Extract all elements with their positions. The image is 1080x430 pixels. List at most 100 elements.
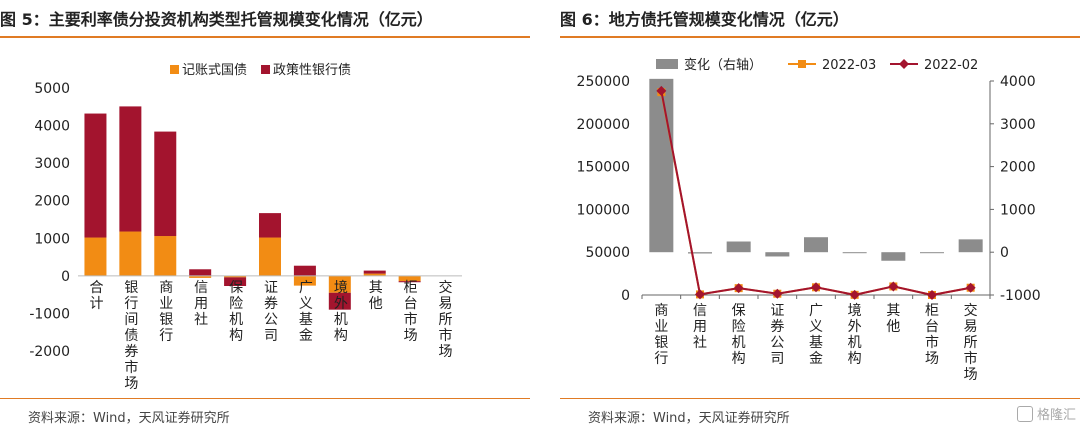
x-tick-label: 台 — [404, 296, 418, 312]
x-tick-label: 信 — [693, 303, 707, 319]
y-tick-label: 0 — [61, 269, 70, 285]
bar-segment — [224, 275, 247, 278]
data-point — [927, 289, 937, 300]
footer-divider — [560, 398, 1080, 399]
title-divider — [560, 36, 1080, 38]
x-tick-label: 市 — [925, 334, 939, 351]
legend-label: 2022-02 — [924, 58, 978, 73]
x-tick-label: 所 — [964, 335, 978, 351]
x-tick-label: 行 — [159, 328, 173, 344]
x-tick-label: 基 — [299, 311, 313, 328]
x-tick-label: 构 — [334, 328, 348, 344]
bar-segment — [293, 275, 316, 286]
y-tick-label: 3000 — [34, 156, 70, 172]
y-tick-label: 150000 — [577, 160, 630, 176]
y2-tick-label: 2000 — [1000, 160, 1036, 176]
x-tick-label: 构 — [732, 351, 746, 367]
x-tick-label: 券 — [770, 319, 784, 335]
x-tick-label: 保 — [229, 280, 243, 296]
x-tick-label: 金 — [299, 328, 313, 344]
x-tick-label: 信 — [194, 280, 208, 296]
x-tick-label: 外 — [334, 296, 348, 312]
x-tick-label: 所 — [439, 312, 453, 328]
y-tick-label: 5000 — [34, 81, 70, 97]
legend-label: 变化（右轴） — [684, 57, 762, 73]
x-tick-label: 业 — [159, 296, 173, 312]
x-tick-label: 间 — [124, 312, 138, 328]
x-tick-label: 机 — [229, 312, 243, 328]
combo-bar-line-chart: 变化（右轴） 2022-03 2022-02 0 50000 100000 150000 20… — [577, 57, 1041, 383]
bar — [688, 252, 712, 254]
x-tick-label: 银 — [159, 312, 173, 328]
y2-tick-label: 0 — [1000, 245, 1009, 261]
y-tick-label: 2000 — [34, 194, 70, 210]
x-tick-label: 险 — [732, 319, 746, 335]
x-tick-label: 易 — [439, 296, 453, 312]
x-tick-label: 其 — [886, 303, 900, 319]
x-tick-label: 义 — [809, 319, 823, 335]
bar-segment — [398, 281, 421, 283]
chart-title: 图 6：地方债托管规模变化情况（亿元） — [560, 10, 849, 29]
x-tick-label: 广 — [809, 303, 823, 319]
bar-segment — [119, 106, 142, 232]
x-tick-label: 保 — [732, 303, 746, 319]
x-tick-label: 券 — [264, 296, 278, 312]
x-tick-label: 商 — [654, 303, 668, 319]
source-note: 资料来源：Wind，天风证券研究所 — [588, 411, 790, 426]
bar-segment — [328, 275, 351, 293]
x-tick-label: 险 — [229, 296, 243, 312]
x-tick-label: 柜 — [925, 303, 939, 319]
x-tick-label: 社 — [693, 335, 707, 351]
legend-swatch — [261, 65, 271, 74]
series-line — [660, 91, 971, 297]
x-tick-label: 他 — [886, 319, 900, 335]
x-tick-label: 基 — [809, 334, 823, 351]
x-tick-label: 台 — [925, 319, 939, 335]
x-tick-label: 机 — [334, 312, 348, 328]
x-tick-label: 计 — [89, 296, 103, 312]
bar-segment — [398, 275, 421, 282]
x-tick-label: 构 — [848, 351, 862, 367]
legend-label: 2022-03 — [822, 58, 876, 73]
y-tick-label: -2000 — [29, 344, 70, 360]
x-tick-label: 券 — [124, 344, 138, 360]
x-tick-label: 市 — [964, 350, 978, 367]
right-chart-panel: 图 6：地方债托管规模变化情况（亿元） 变化（右轴） 2022-03 2022-02… — [560, 0, 1080, 430]
x-tick-label: 司 — [264, 328, 278, 344]
x-tick-label: 义 — [299, 296, 313, 312]
x-tick-label: 交 — [964, 302, 978, 319]
bar — [842, 252, 867, 254]
x-tick-label: 行 — [124, 296, 138, 312]
legend-marker — [899, 59, 909, 69]
left-chart-panel: 图 5：主要利率债分投资机构类型托管规模变化情况（亿元） 记账式国债 政策性银行债… — [0, 0, 530, 430]
y-tick-label: 50000 — [585, 245, 630, 261]
x-tick-label: 他 — [369, 296, 383, 312]
y2-tick-label: -1000 — [1000, 288, 1041, 304]
x-tick-label: 用 — [194, 296, 208, 312]
bar-segment — [363, 273, 386, 276]
bar-segment — [84, 237, 107, 276]
x-tick-label: 场 — [925, 351, 939, 367]
y2-tick-label: 4000 — [1000, 74, 1036, 90]
y2-tick-label: 3000 — [1000, 117, 1036, 133]
x-tick-label: 行 — [654, 351, 668, 367]
title-divider — [0, 36, 530, 38]
data-point — [811, 282, 821, 293]
bar-segment — [154, 131, 177, 237]
source-note: 资料来源：Wind，天风证券研究所 — [28, 411, 230, 426]
x-tick-label: 公 — [264, 312, 278, 328]
x-tick-label: 构 — [229, 328, 243, 344]
data-point — [965, 282, 976, 293]
y-tick-label: 4000 — [34, 119, 70, 135]
legend-swatch — [170, 65, 179, 74]
bar — [920, 252, 944, 254]
bar — [804, 237, 828, 253]
x-tick-label: 广 — [299, 280, 313, 296]
y-tick-label: 250000 — [577, 74, 630, 90]
x-tick-label: 交 — [439, 279, 453, 296]
x-tick-label: 外 — [848, 319, 862, 335]
y2-tick-label: 1000 — [1000, 202, 1036, 218]
bar-segment — [363, 270, 386, 274]
legend-label: 记账式国债 — [182, 63, 247, 78]
x-tick-label: 市 — [439, 327, 453, 344]
